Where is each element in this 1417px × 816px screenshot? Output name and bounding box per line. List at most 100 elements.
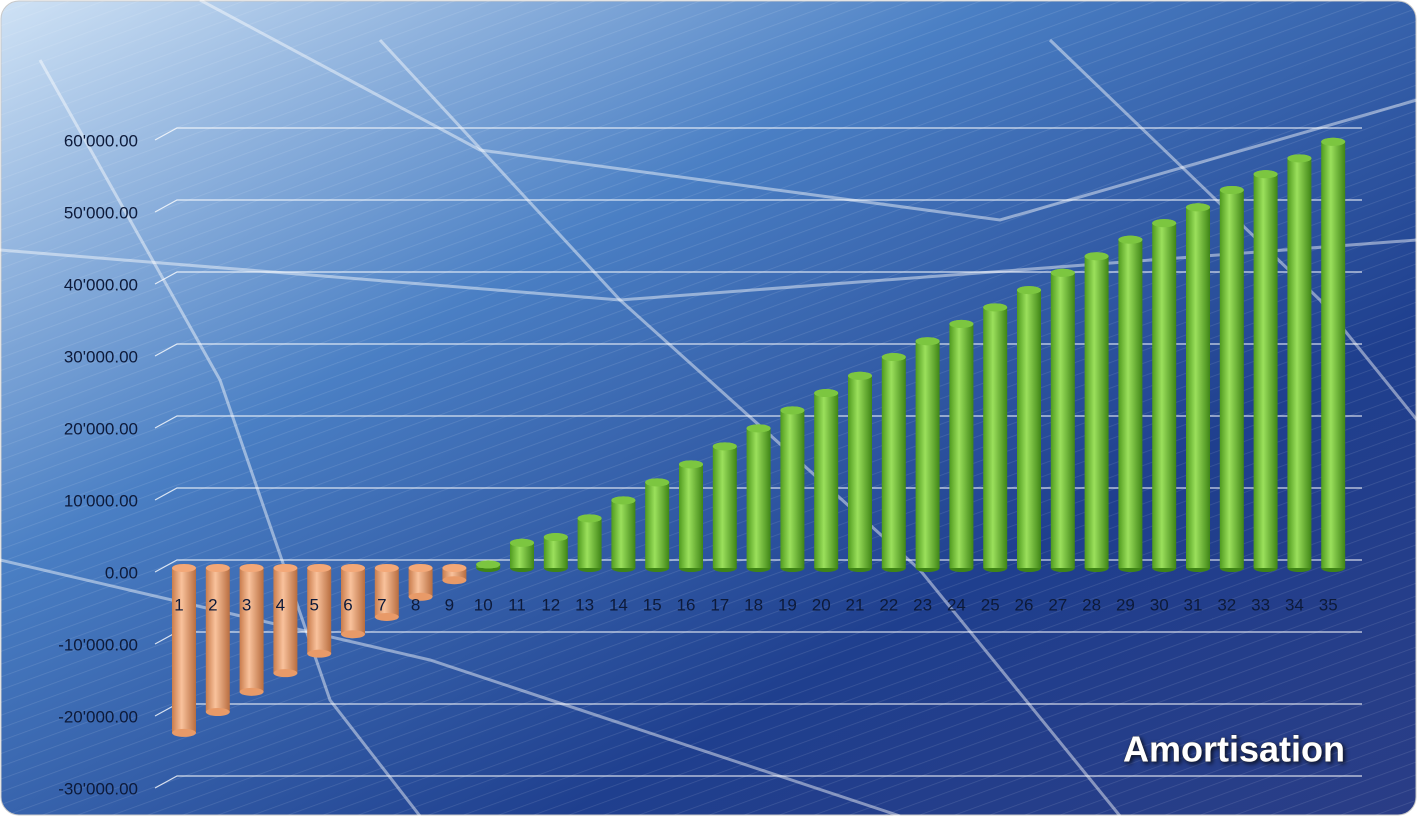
- x-tick-label: 1: [174, 595, 183, 614]
- x-tick-label: 22: [879, 595, 898, 614]
- x-tick-label: 14: [609, 595, 628, 614]
- x-tick-label: 26: [1015, 595, 1034, 614]
- bar: [577, 518, 602, 568]
- y-tick-label: 40'000.00: [64, 275, 138, 294]
- grid-line: [154, 775, 1362, 789]
- bar: [1152, 223, 1177, 568]
- bar: [983, 307, 1008, 568]
- x-tick-label: 34: [1285, 595, 1304, 614]
- bar: [679, 464, 703, 568]
- bar-cap: [307, 649, 332, 658]
- bar-cap: [1017, 286, 1041, 295]
- bar-cap: [1186, 203, 1210, 212]
- bar-cap: [408, 592, 433, 601]
- bar: [239, 568, 264, 692]
- bar: [172, 568, 196, 733]
- y-tick-label: -10'000.00: [58, 635, 138, 654]
- bar-cap: [915, 337, 940, 346]
- x-tick-label: 2: [208, 595, 217, 614]
- bar-cap: [205, 708, 230, 716]
- bar: [1186, 207, 1210, 568]
- bar: [949, 323, 974, 568]
- bar-cap: [1321, 137, 1346, 146]
- x-tick-label: 15: [643, 595, 662, 614]
- bar: [1287, 158, 1312, 568]
- y-tick-label: 10'000.00: [64, 491, 138, 510]
- bar: [746, 428, 771, 568]
- bar-cap: [205, 564, 230, 572]
- x-tick-label: 6: [343, 595, 352, 614]
- x-tick-label: 31: [1184, 595, 1203, 614]
- y-tick-label: -30'000.00: [58, 779, 138, 798]
- bar-cap: [239, 687, 264, 696]
- bar-cap: [273, 669, 298, 678]
- bar: [510, 542, 534, 568]
- bar-cap: [1287, 154, 1312, 163]
- bar: [273, 568, 298, 674]
- bar-cap: [881, 353, 906, 362]
- y-tick-label: 0.00: [105, 563, 138, 582]
- x-tick-label: 12: [541, 595, 560, 614]
- bar-cap: [577, 514, 602, 523]
- grid-line: [154, 127, 1362, 141]
- bar: [1118, 239, 1143, 568]
- bar: [374, 568, 399, 617]
- bar-cap: [1084, 252, 1109, 261]
- x-tick-label: 27: [1048, 595, 1067, 614]
- bar: [1321, 141, 1346, 568]
- bar-cap: [1152, 219, 1177, 228]
- bar-cap: [442, 576, 467, 585]
- bar-cap: [645, 478, 670, 487]
- bar-cap: [172, 564, 196, 572]
- bar: [915, 341, 940, 568]
- bar-cap: [374, 612, 399, 621]
- chart-title: Amortisation: [1123, 729, 1345, 770]
- y-tick-label: 50'000.00: [64, 203, 138, 222]
- x-tick-label: 24: [947, 595, 966, 614]
- x-tick-label: 13: [575, 595, 594, 614]
- bar-cap: [341, 564, 365, 572]
- bar: [712, 446, 737, 568]
- x-tick-label: 16: [677, 595, 696, 614]
- y-tick-label: 20'000.00: [64, 419, 138, 438]
- x-tick-label: 3: [242, 595, 251, 614]
- bar: [1253, 174, 1278, 568]
- bar-cap: [814, 389, 839, 398]
- x-tick-label: 23: [913, 595, 932, 614]
- x-tick-label: 32: [1217, 595, 1236, 614]
- bar-cap: [1050, 268, 1075, 277]
- bar-cap: [949, 319, 974, 328]
- y-tick-label: -20'000.00: [58, 707, 138, 726]
- bar: [881, 357, 906, 568]
- bar: [205, 568, 230, 712]
- x-tick-label: 20: [812, 595, 831, 614]
- bar-cap: [1253, 170, 1278, 179]
- bar: [645, 482, 670, 568]
- bar-cap: [983, 303, 1008, 312]
- bar-cap: [510, 538, 534, 547]
- bar: [543, 537, 568, 568]
- bar: [848, 375, 872, 568]
- bar: [408, 568, 433, 597]
- x-tick-label: 17: [710, 595, 729, 614]
- x-tick-label: 33: [1251, 595, 1270, 614]
- bar-cap: [746, 424, 771, 433]
- x-tick-label: 4: [276, 595, 285, 614]
- bar-cap: [341, 630, 365, 639]
- bar-cap: [1219, 186, 1244, 194]
- x-tick-label: 25: [981, 595, 1000, 614]
- bar: [341, 568, 365, 635]
- x-tick-label: 11: [508, 595, 526, 614]
- x-tick-label: 19: [778, 595, 797, 614]
- x-tick-label: 10: [474, 595, 493, 614]
- bar: [307, 568, 332, 654]
- x-tick-label: 18: [744, 595, 763, 614]
- grid-line: [154, 199, 1362, 213]
- bar-cap: [848, 371, 872, 380]
- bar: [1017, 290, 1041, 568]
- bar-cap: [679, 460, 703, 469]
- bar-cap: [307, 564, 332, 572]
- bar-cap: [543, 533, 568, 542]
- y-tick-label: 60'000.00: [64, 131, 138, 150]
- bar: [814, 393, 839, 568]
